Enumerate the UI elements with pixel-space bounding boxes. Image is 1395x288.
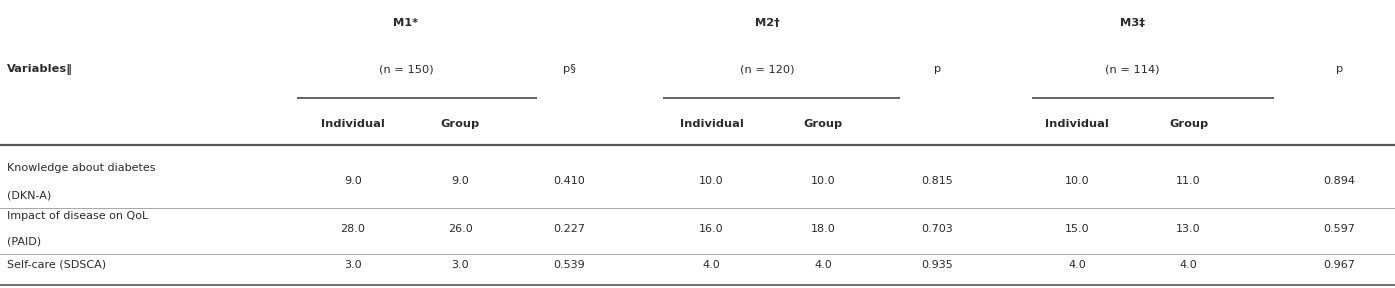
Text: M1*: M1* [393, 18, 418, 28]
Text: 15.0: 15.0 [1064, 224, 1089, 234]
Text: p§: p§ [562, 64, 576, 74]
Text: 4.0: 4.0 [815, 260, 831, 270]
Text: 0.539: 0.539 [554, 260, 585, 270]
Text: Self-care (SDSCA): Self-care (SDSCA) [7, 260, 106, 270]
Text: 0.935: 0.935 [922, 260, 953, 270]
Text: 0.894: 0.894 [1324, 177, 1355, 186]
Text: 0.227: 0.227 [554, 224, 585, 234]
Text: 4.0: 4.0 [1069, 260, 1085, 270]
Text: p: p [1335, 64, 1343, 74]
Text: (n = 150): (n = 150) [378, 64, 434, 74]
Text: (n = 120): (n = 120) [739, 64, 795, 74]
Text: 18.0: 18.0 [810, 224, 836, 234]
Text: 9.0: 9.0 [452, 177, 469, 186]
Text: 28.0: 28.0 [340, 224, 365, 234]
Text: 3.0: 3.0 [452, 260, 469, 270]
Text: M3‡: M3‡ [1120, 18, 1145, 28]
Text: (DKN-A): (DKN-A) [7, 191, 52, 201]
Text: 9.0: 9.0 [345, 177, 361, 186]
Text: (n = 114): (n = 114) [1105, 64, 1161, 74]
Text: 4.0: 4.0 [1180, 260, 1197, 270]
Text: 0.967: 0.967 [1324, 260, 1355, 270]
Text: 16.0: 16.0 [699, 224, 724, 234]
Text: 10.0: 10.0 [1064, 177, 1089, 186]
Text: 10.0: 10.0 [810, 177, 836, 186]
Text: 26.0: 26.0 [448, 224, 473, 234]
Text: 10.0: 10.0 [699, 177, 724, 186]
Text: M2†: M2† [755, 18, 780, 28]
Text: p: p [933, 64, 942, 74]
Text: Group: Group [441, 119, 480, 129]
Text: Knowledge about diabetes: Knowledge about diabetes [7, 164, 155, 173]
Text: Impact of disease on QoL: Impact of disease on QoL [7, 211, 148, 221]
Text: Group: Group [1169, 119, 1208, 129]
Text: 13.0: 13.0 [1176, 224, 1201, 234]
Text: 0.410: 0.410 [554, 177, 585, 186]
Text: 0.703: 0.703 [922, 224, 953, 234]
Text: Group: Group [804, 119, 843, 129]
Text: 11.0: 11.0 [1176, 177, 1201, 186]
Text: Individual: Individual [1045, 119, 1109, 129]
Text: 0.815: 0.815 [922, 177, 953, 186]
Text: Variables‖: Variables‖ [7, 64, 73, 75]
Text: (PAID): (PAID) [7, 237, 40, 247]
Text: 3.0: 3.0 [345, 260, 361, 270]
Text: Individual: Individual [679, 119, 744, 129]
Text: 4.0: 4.0 [703, 260, 720, 270]
Text: Individual: Individual [321, 119, 385, 129]
Text: 0.597: 0.597 [1324, 224, 1355, 234]
